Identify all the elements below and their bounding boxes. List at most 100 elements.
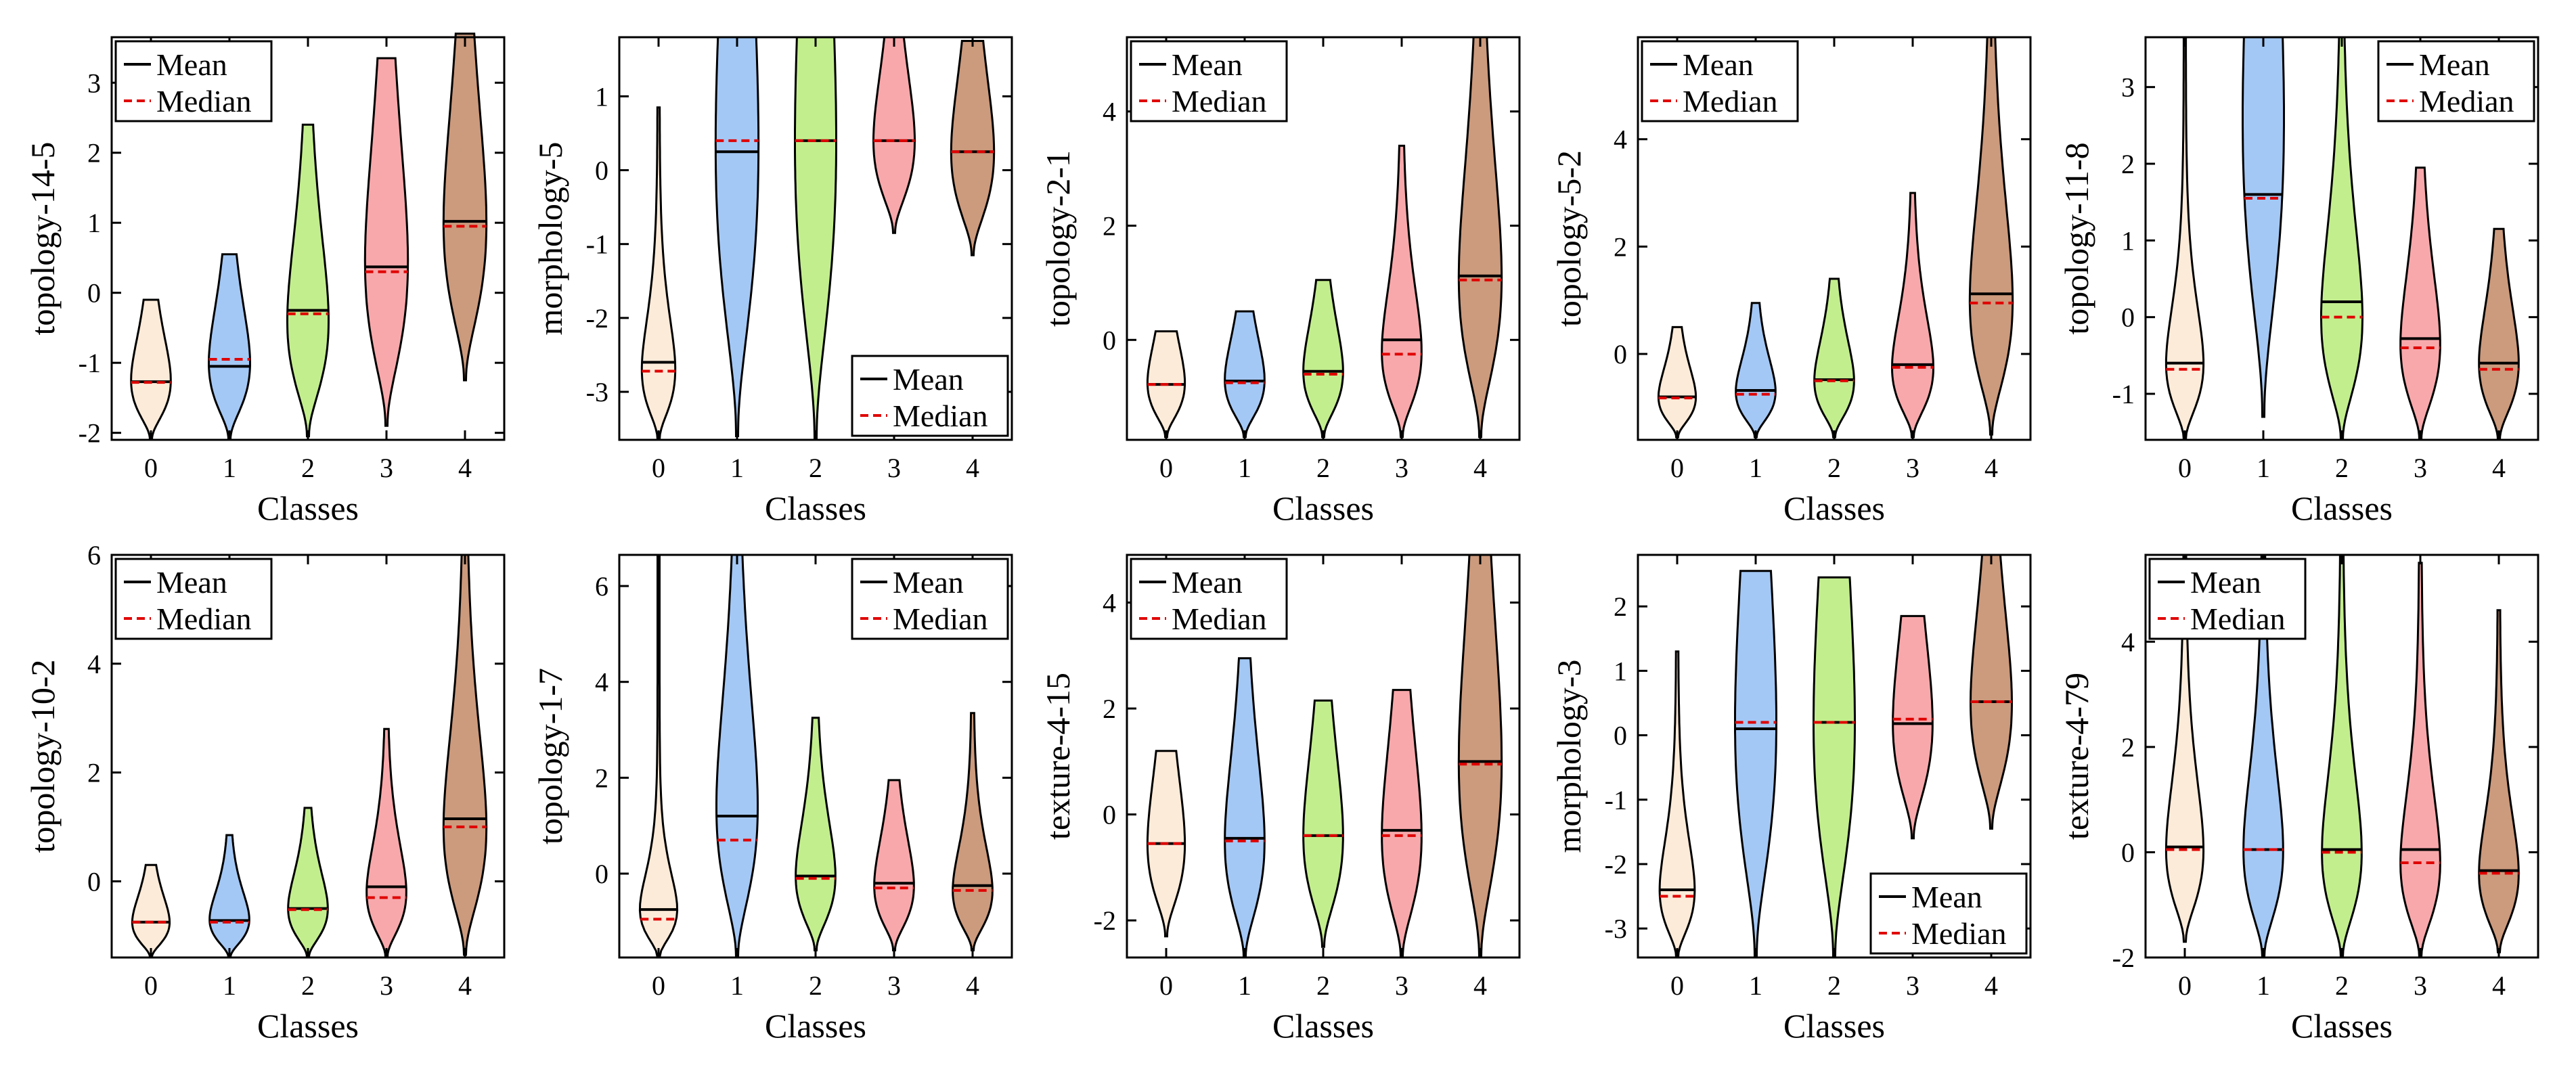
violin-class-2 [1302, 279, 1344, 438]
violin-class-2 [287, 807, 329, 959]
y-tick-label: 2 [1103, 694, 1116, 724]
x-tick-label: 0 [144, 453, 158, 483]
legend-box [1130, 40, 1288, 122]
violin-class-0 [640, 106, 677, 441]
y-tick-label: 6 [595, 571, 608, 602]
violin-class-2 [2321, 554, 2363, 959]
y-tick-label: -2 [2112, 943, 2135, 973]
legend-mean-label: Mean [156, 565, 227, 600]
x-axis-label: Classes [2291, 489, 2393, 527]
y-tick-label: -1 [1605, 785, 1627, 815]
violin-class-3 [1890, 191, 1935, 438]
x-tick-label: 2 [809, 970, 822, 1001]
violin-class-4 [1968, 36, 2014, 436]
y-tick-label: 0 [1614, 339, 1627, 369]
legend-median-label: Median [1172, 84, 1267, 118]
x-tick-label: 3 [1395, 453, 1408, 483]
y-tick-label: 0 [2121, 837, 2135, 867]
legend-box [2148, 558, 2307, 640]
violin-class-3 [365, 727, 407, 959]
y-axis-label: topology-11-8 [2058, 142, 2095, 334]
x-tick-label: 0 [1670, 453, 1684, 483]
legend-mean-label: Mean [1172, 565, 1243, 600]
legend-median-label: Median [1911, 916, 2007, 951]
x-tick-label: 4 [458, 970, 472, 1001]
violin-class-2 [2320, 36, 2363, 441]
x-tick-label: 0 [1159, 453, 1173, 483]
legend-median-label: Median [1172, 602, 1267, 636]
y-tick-label: -2 [1605, 849, 1627, 880]
violin-class-4 [2478, 609, 2520, 953]
legend-box [2377, 40, 2535, 122]
x-axis-label: Classes [765, 489, 866, 527]
y-tick-label: 2 [87, 758, 101, 788]
legend-box [114, 40, 273, 122]
x-tick-label: 3 [1395, 970, 1408, 1001]
legend-mean-label: Mean [2419, 47, 2490, 82]
x-tick-label: 3 [887, 453, 901, 483]
y-tick-label: 4 [87, 649, 101, 679]
y-tick-label: 0 [595, 156, 608, 186]
x-axis-label: Classes [2291, 1007, 2393, 1045]
violin-class-3 [1892, 614, 1934, 840]
x-tick-label: 2 [1316, 453, 1330, 483]
violin-class-0 [130, 298, 172, 441]
violin-class-0 [1657, 325, 1697, 438]
x-tick-label: 3 [380, 453, 393, 483]
y-axis-label: morphology-3 [1550, 659, 1588, 853]
violin-class-2 [795, 717, 837, 951]
legend-box [114, 558, 273, 640]
violin-class-2 [1302, 699, 1344, 948]
violin-class-3 [1381, 144, 1423, 438]
y-tick-label: -2 [1094, 905, 1116, 936]
violin-class-3 [873, 779, 915, 951]
x-tick-label: 4 [1984, 970, 1998, 1001]
x-tick-label: 4 [1984, 453, 1998, 483]
y-tick-label: 2 [2121, 149, 2135, 179]
y-tick-label: 4 [1614, 125, 1627, 155]
violin-class-2 [286, 123, 330, 438]
x-tick-label: 4 [966, 453, 979, 483]
y-tick-label: 2 [87, 138, 101, 168]
violin-class-1 [714, 36, 760, 437]
violin-class-4 [950, 40, 996, 256]
y-tick-label: 0 [87, 866, 101, 897]
x-axis-label: Classes [1272, 489, 1374, 527]
y-tick-label: 0 [1103, 800, 1116, 830]
legend-box [1130, 558, 1288, 640]
y-tick-label: 2 [1614, 591, 1627, 622]
y-tick-label: 1 [2121, 225, 2135, 256]
y-axis-label: texture-4-15 [1039, 673, 1077, 840]
legend-mean-label: Mean [893, 565, 964, 600]
subplot-1: -3 -2 -1 0 1 0 1 2 3 4 Classes morphology-5 MeanMedi… [531, 36, 1013, 527]
legend-median-label: Median [2190, 602, 2286, 636]
y-tick-label: 2 [2121, 732, 2135, 763]
x-tick-label: 4 [2492, 453, 2506, 483]
violin-class-1 [1735, 302, 1777, 438]
y-tick-label: -2 [79, 418, 101, 449]
x-tick-label: 2 [1827, 970, 1841, 1001]
violin-class-4 [952, 712, 994, 951]
legend-mean-label: Mean [1911, 880, 1982, 914]
x-tick-label: 2 [2335, 970, 2349, 1001]
x-tick-label: 0 [144, 970, 158, 1001]
x-axis-label: Classes [257, 489, 359, 527]
y-tick-label: 6 [87, 540, 101, 570]
y-tick-label: 1 [1614, 656, 1627, 686]
x-tick-label: 4 [1473, 970, 1487, 1001]
x-tick-label: 0 [1159, 970, 1173, 1001]
x-axis-label: Classes [257, 1007, 359, 1045]
x-tick-label: 2 [2335, 453, 2349, 483]
x-tick-label: 1 [223, 970, 236, 1001]
y-axis-label: morphology-5 [531, 141, 569, 335]
violin-class-2 [794, 36, 837, 441]
y-tick-label: 1 [87, 208, 101, 238]
x-tick-label: 1 [1749, 453, 1762, 483]
